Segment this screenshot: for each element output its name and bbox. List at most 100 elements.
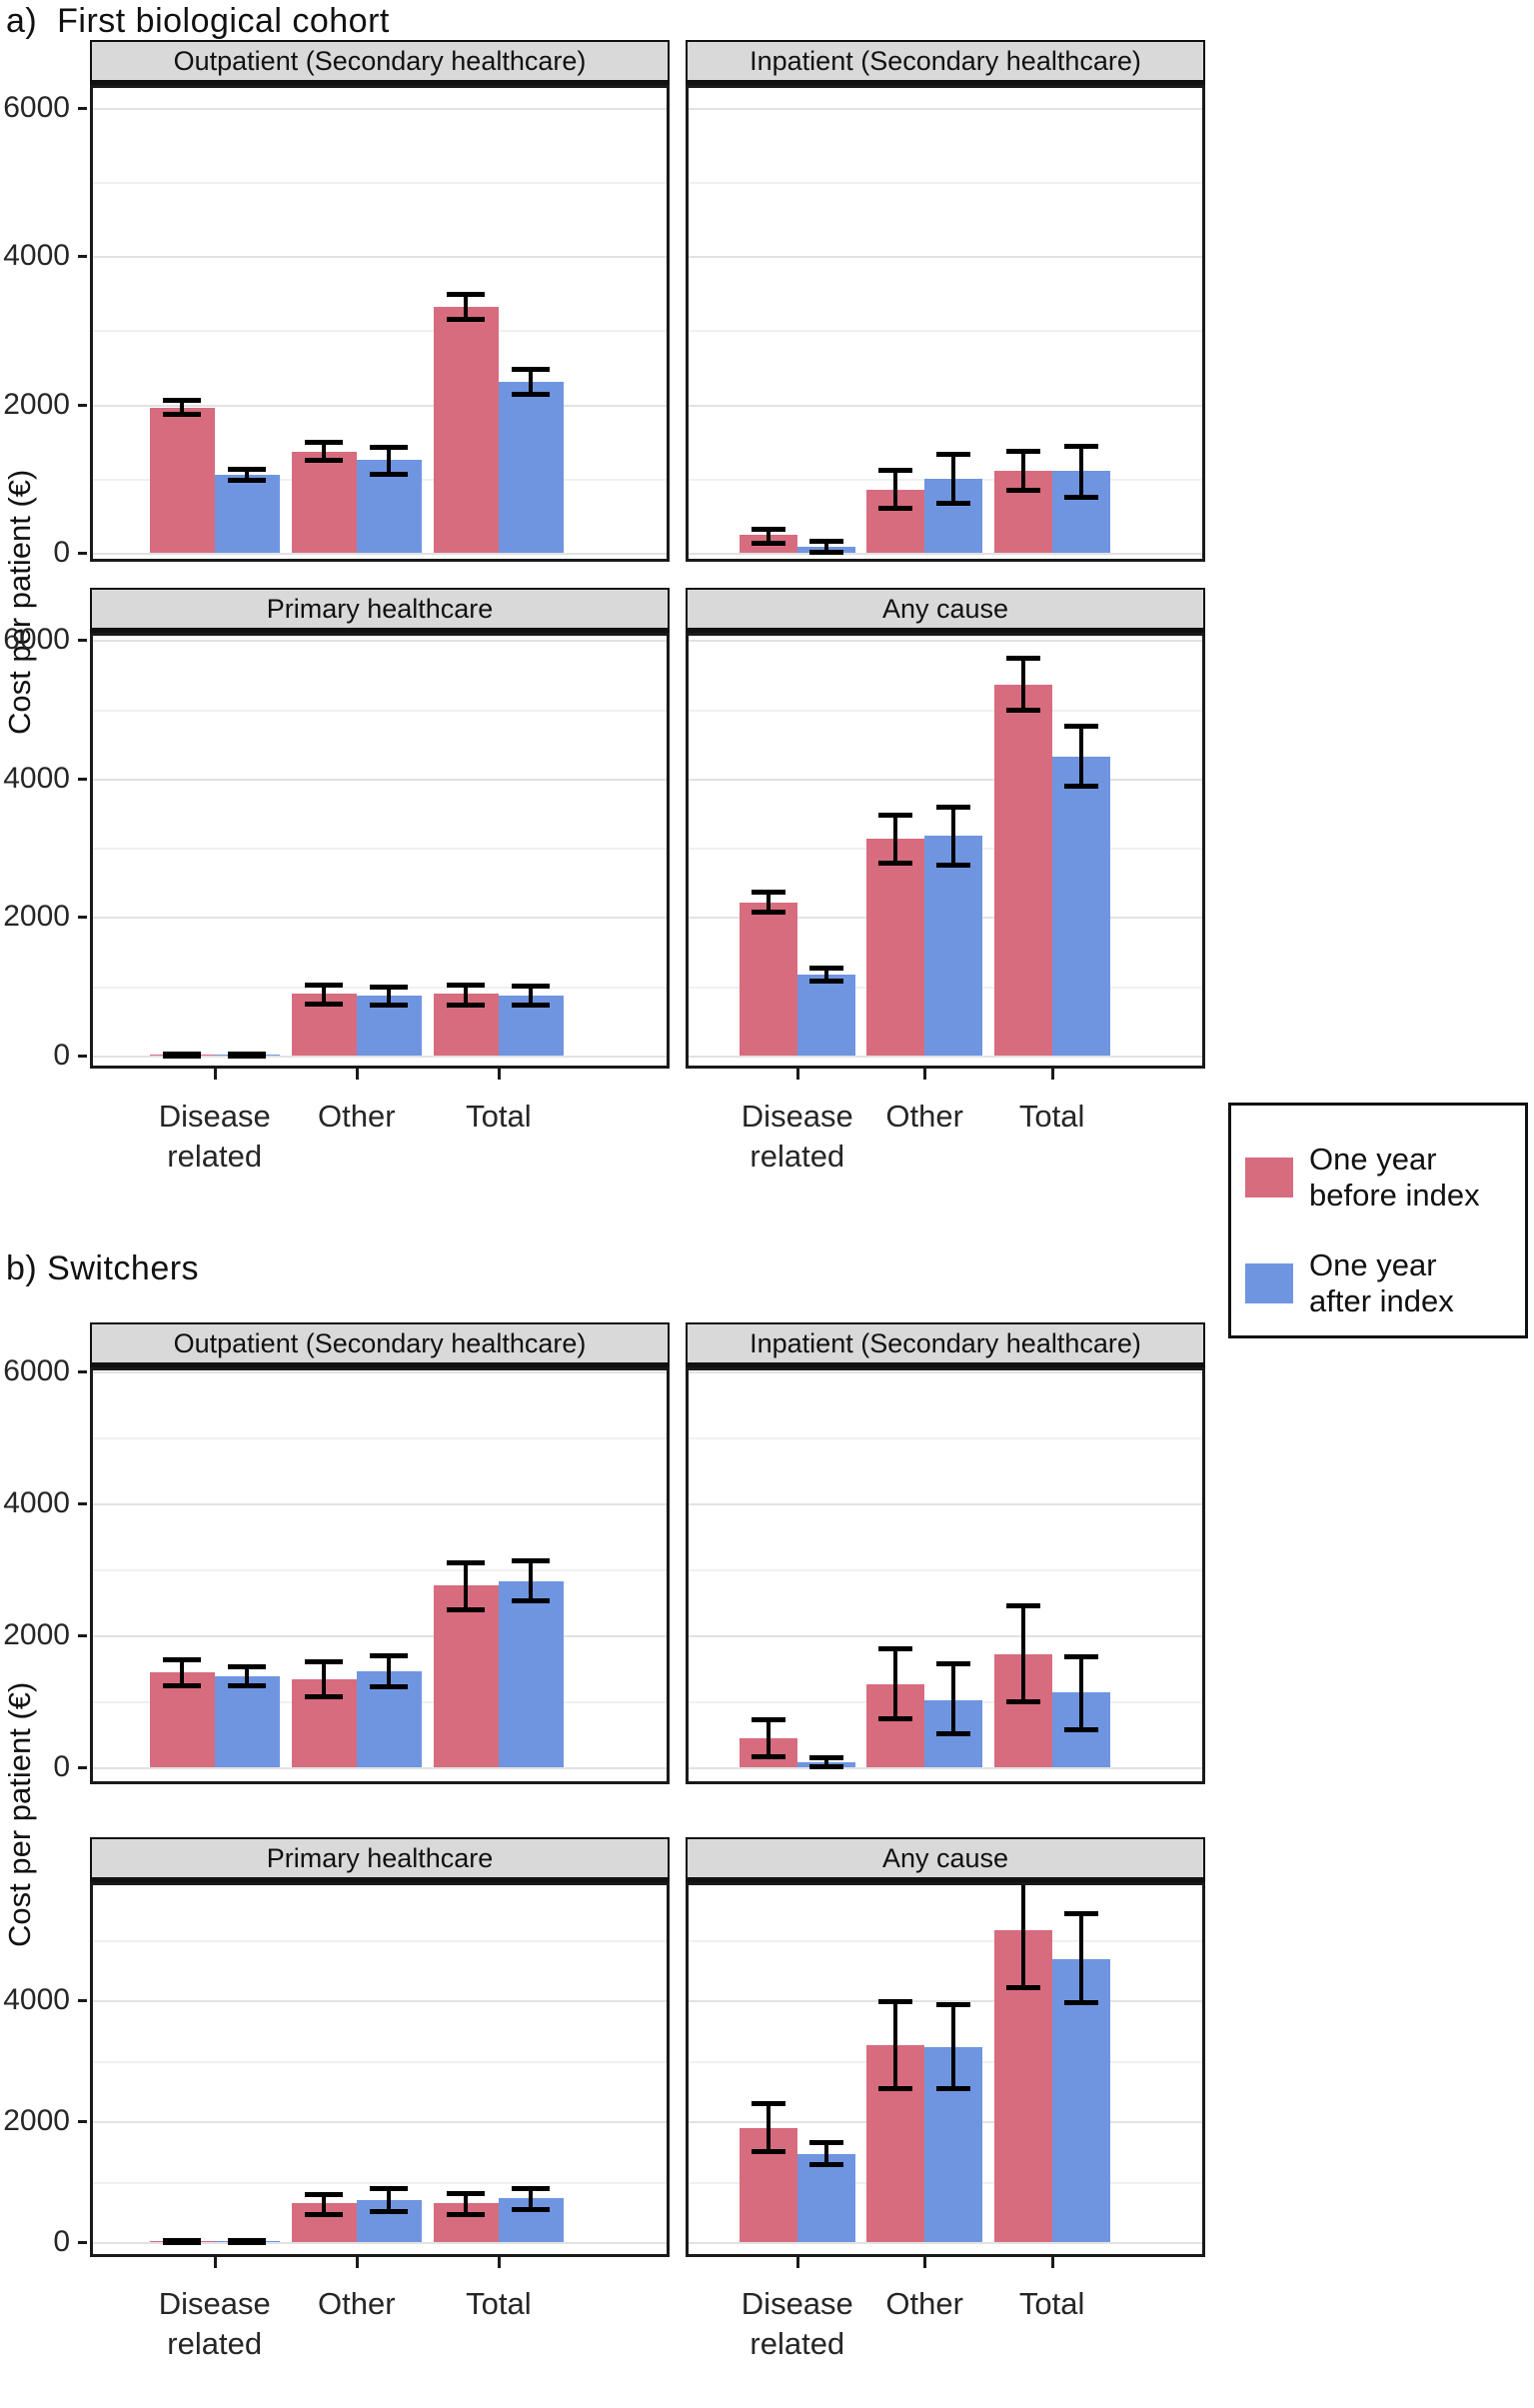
y-axis-tick-label: 0	[53, 536, 70, 569]
error-bar-line	[387, 2188, 392, 2211]
error-bar-cap	[936, 1661, 971, 1667]
error-bar-line	[322, 441, 327, 461]
legend-label-before: One year before index	[1309, 1142, 1480, 1212]
error-bar-cap	[1005, 1985, 1040, 1991]
error-bar-cap	[1005, 487, 1040, 493]
facet-panel	[686, 633, 1205, 1069]
error-bar-line	[1078, 726, 1083, 787]
error-bar-cap	[936, 452, 971, 458]
error-bar-cap	[808, 2161, 843, 2167]
bar-after	[498, 382, 564, 553]
error-bar-cap	[808, 550, 843, 556]
error-bar-line	[893, 814, 898, 863]
bar-after	[1051, 1959, 1110, 2242]
error-bar-cap	[936, 1730, 971, 1736]
error-bar-cap	[512, 2207, 551, 2213]
error-bar-line	[766, 2102, 770, 2151]
gridline	[93, 848, 667, 851]
facet-title: Any cause	[881, 1842, 1009, 1873]
bar-after	[796, 975, 855, 1056]
bar-before	[866, 839, 925, 1056]
facet-panel	[686, 1367, 1205, 1784]
gridline	[689, 553, 1202, 555]
y-axis-tick-label: 2000	[3, 1618, 70, 1651]
facet-strip: Inpatient (Secondary healthcare)	[686, 40, 1205, 85]
bar-before	[433, 307, 499, 553]
facet-panel	[686, 85, 1205, 562]
error-bar-cap	[751, 2148, 785, 2154]
x-axis-tick	[497, 2257, 501, 2268]
gridline	[93, 1437, 667, 1439]
error-bar-cap	[305, 458, 344, 464]
error-bar-cap	[305, 2212, 344, 2218]
figure-b-y-axis-title: Cost per patient (€)	[2, 1681, 37, 1948]
error-bar-cap	[163, 1657, 202, 1663]
gridline	[689, 1371, 1202, 1373]
x-axis-category-label: Total	[466, 2286, 532, 2321]
error-bar-cap	[447, 1002, 486, 1008]
bar-after	[1051, 757, 1110, 1056]
error-bar-cap	[512, 1558, 551, 1564]
legend-swatch-after-icon	[1245, 1263, 1293, 1303]
figure-a-y-axis-title: Cost per patient (€)	[2, 469, 37, 736]
facet-title: Primary healthcare	[266, 1842, 494, 1873]
figure-a-title: a) First biological cohort	[6, 2, 390, 40]
error-bar-line	[1078, 1912, 1083, 2003]
gridline	[93, 640, 667, 643]
gridline	[689, 1767, 1202, 1769]
y-axis-tick	[78, 1055, 87, 1058]
error-bar-cap	[878, 860, 913, 866]
error-bar-cap	[228, 1054, 267, 1059]
x-axis-tick	[923, 1069, 927, 1080]
error-bar-line	[180, 400, 185, 414]
facet-strip: Primary healthcare	[90, 588, 670, 633]
error-bar-line	[1020, 451, 1025, 490]
error-bar-cap	[1005, 708, 1040, 714]
error-bar-cap	[447, 292, 486, 298]
error-bar-cap	[305, 1002, 344, 1008]
error-bar-cap	[808, 2140, 843, 2146]
error-bar-cap	[1063, 2000, 1098, 2006]
y-axis-tick	[78, 1634, 87, 1637]
error-bar-cap	[370, 984, 409, 990]
gridline	[689, 709, 1202, 712]
gridline	[93, 1503, 667, 1505]
gridline	[689, 107, 1202, 110]
error-bar-cap	[370, 471, 409, 477]
error-bar-cap	[936, 862, 971, 868]
x-axis-category-label: Disease	[158, 1099, 271, 1134]
error-bar-cap	[808, 979, 843, 985]
error-bar-cap	[512, 2185, 551, 2191]
error-bar-cap	[1063, 494, 1098, 500]
gridline	[93, 1371, 667, 1373]
facet-strip: Any cause	[686, 1837, 1205, 1882]
error-bar-cap	[228, 467, 267, 473]
error-bar-line	[893, 2001, 898, 2088]
facet-panel	[90, 85, 670, 562]
error-bar-line	[1020, 657, 1025, 711]
error-bar-line	[322, 1661, 327, 1696]
error-bar-cap	[936, 805, 971, 811]
gridline	[93, 1569, 667, 1571]
error-bar-cap	[751, 2100, 785, 2106]
gridline	[689, 640, 1202, 643]
y-axis-tick-label: 0	[53, 1039, 70, 1072]
bar-before	[291, 452, 357, 553]
error-bar-cap	[878, 1999, 913, 2005]
error-bar-line	[464, 1561, 469, 1609]
error-bar-cap	[751, 527, 785, 533]
x-axis-category-label: related	[167, 1139, 263, 1174]
x-axis-category-label: Other	[885, 1099, 963, 1134]
x-axis-category-label: Disease	[158, 2286, 271, 2321]
error-bar-cap	[370, 1684, 409, 1690]
facet-title: Outpatient (Secondary healthcare)	[173, 1327, 587, 1358]
error-bar-cap	[163, 2240, 202, 2245]
error-bar-cap	[808, 539, 843, 545]
error-bar-line	[823, 1757, 828, 1767]
error-bar-cap	[878, 467, 913, 473]
error-bar-cap	[1063, 784, 1098, 790]
gridline	[93, 553, 667, 555]
y-axis-tick-label: 2000	[3, 387, 70, 421]
error-bar-cap	[512, 392, 551, 398]
gridline	[93, 2181, 667, 2184]
